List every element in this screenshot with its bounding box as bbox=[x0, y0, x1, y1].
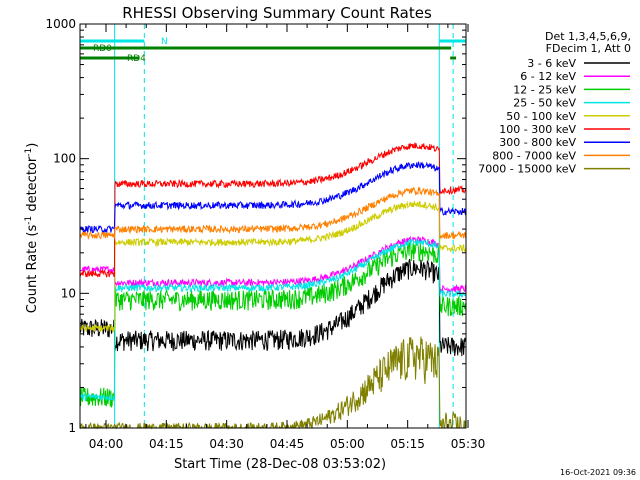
legend-header-line-1: Det 1,3,4,5,6,9, bbox=[545, 30, 631, 43]
legend-label: 100 - 300 keV bbox=[499, 123, 576, 136]
series-line-7 bbox=[79, 161, 467, 234]
legend-label: 25 - 50 keV bbox=[513, 97, 576, 110]
axes: 1 10 100 1000 04:00 04:15 04:30 04:45 05:00 05:15… bbox=[45, 17, 485, 451]
y-tick-label: 10 bbox=[61, 286, 76, 300]
x-tick-label: 04:00 bbox=[89, 437, 124, 451]
timestamp: 16-Oct-2021 09:36 bbox=[560, 468, 636, 477]
series-line-1 bbox=[79, 258, 467, 357]
series-line-6 bbox=[79, 142, 467, 278]
series-line-5 bbox=[79, 200, 467, 333]
legend-label: 7000 - 15000 keV bbox=[478, 163, 576, 176]
plot-frame bbox=[79, 23, 467, 429]
legend-label: 6 - 12 keV bbox=[520, 70, 576, 83]
plot-content: N RD0 RD4 bbox=[79, 24, 467, 430]
series-line-3 bbox=[79, 240, 467, 409]
chart-title: RHESSI Observing Summary Count Rates bbox=[122, 4, 432, 22]
legend-label: 3 - 6 keV bbox=[527, 57, 576, 70]
y-axis-label: Count Rate (s-1 detector-1) bbox=[24, 143, 40, 314]
y-tick-label: 1000 bbox=[45, 17, 76, 31]
series-line-9 bbox=[79, 336, 467, 430]
legend: Det 1,3,4,5,6,9, FDecim 1, Att 0 3 - 6 k… bbox=[478, 30, 631, 176]
x-tick-label: 05:15 bbox=[390, 437, 425, 451]
x-tick-label: 05:00 bbox=[330, 437, 365, 451]
flag-label-rd0: RD0 bbox=[93, 44, 112, 54]
legend-label: 800 - 7000 keV bbox=[492, 149, 576, 162]
flag-label-night: N bbox=[161, 37, 168, 47]
legend-header-line-2: FDecim 1, Att 0 bbox=[546, 42, 631, 55]
flag-label-rd4: RD4 bbox=[127, 54, 146, 64]
x-axis-label: Start Time (28-Dec-08 03:53:02) bbox=[174, 457, 386, 472]
legend-label: 300 - 800 keV bbox=[499, 136, 576, 149]
y-tick-label: 100 bbox=[53, 152, 76, 166]
x-tick-label: 04:15 bbox=[149, 437, 184, 451]
y-tick-label: 1 bbox=[68, 421, 76, 435]
legend-label: 50 - 100 keV bbox=[506, 110, 576, 123]
x-tick-label: 04:30 bbox=[209, 437, 244, 451]
series-line-4 bbox=[79, 238, 467, 403]
legend-label: 12 - 25 keV bbox=[513, 83, 576, 96]
x-tick-label: 05:30 bbox=[451, 437, 486, 451]
series-line-8 bbox=[79, 186, 467, 241]
x-tick-label: 04:45 bbox=[270, 437, 305, 451]
